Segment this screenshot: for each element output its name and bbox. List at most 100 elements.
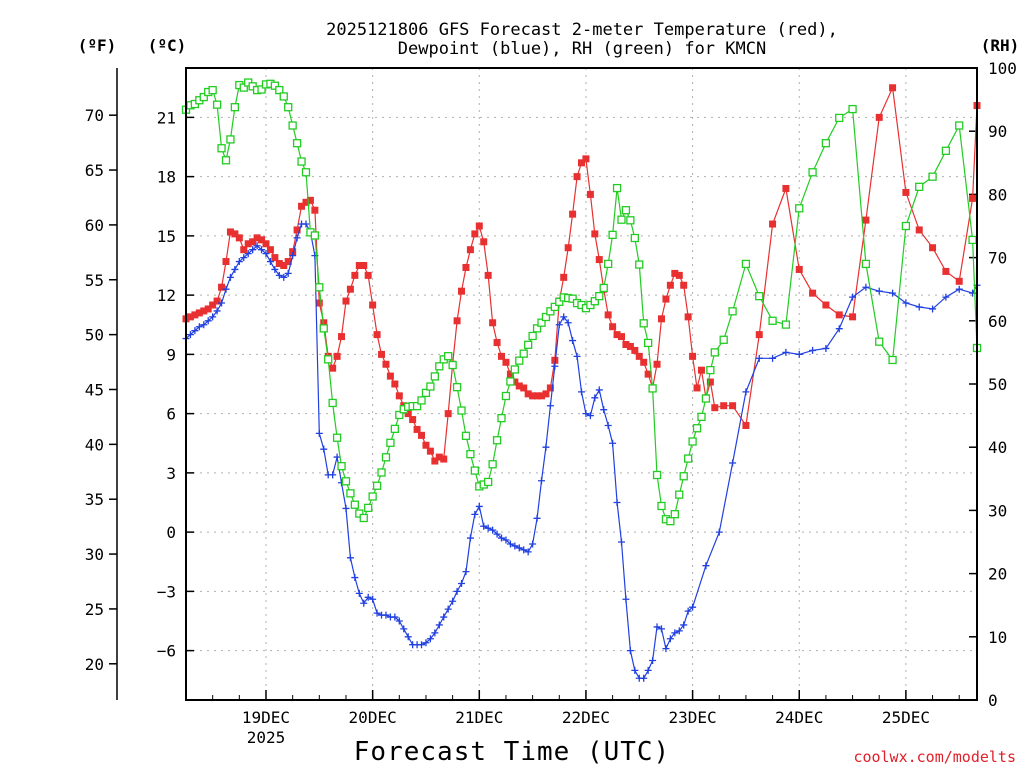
rh-point [368,492,377,501]
dewpoint-point [373,609,381,617]
dewpoint-point [289,252,297,260]
rh-point [679,472,688,481]
dewpoint-point [502,536,510,544]
dewpoint-point [582,410,590,418]
temperature-point [315,299,323,307]
temperature-point [493,339,501,347]
rh-point [595,292,604,301]
dewpoint-point [702,562,710,570]
temperature-point [502,358,510,366]
dewpoint-point [275,271,283,279]
rh-point [697,412,706,422]
rh-unit-label: (RH) [981,36,1020,55]
dewpoint-point [644,666,652,674]
dewpoint-point [249,246,257,254]
rh-point [337,462,346,471]
temperature-point [480,238,488,246]
dewpoint-point [315,429,323,437]
dewpoint-point [542,443,550,451]
rh-point [484,477,493,487]
temperature-point [653,360,661,368]
temperature-point [613,331,621,339]
rh-point [506,377,515,386]
temperature-point [213,297,221,305]
rh-point [386,438,395,447]
time-tick-label: 21DEC [455,708,503,727]
rh-point [915,182,924,191]
temperature-point [915,226,923,234]
rh-point [297,157,306,166]
rh-point [768,316,777,325]
rh-point [612,183,622,193]
temperature-point [524,390,532,398]
dewpoint-point [484,524,492,532]
rh-point [670,510,679,519]
time-tick-sublabel: 2025 [247,728,286,747]
temperature-point [578,159,585,167]
fahrenheit-tick-label: 35 [85,490,104,509]
dewpoint-point [849,293,857,301]
temperature-point [657,315,665,323]
temperature-point [262,240,270,248]
dewpoint-point [680,621,688,629]
rh-tick-label: 40 [988,438,1007,457]
celsius-tick-label: 0 [166,523,176,542]
temperature-point [373,331,381,339]
rh-point [452,383,462,392]
rh-point [537,318,546,327]
temperature-point [529,392,537,400]
temperature-point [342,297,350,305]
rh-point [421,388,431,397]
temperature-point [929,244,937,252]
dewpoint-point [186,331,194,339]
rh-tick-label: 50 [988,375,1007,394]
rh-point [741,259,751,269]
fahrenheit-tick-label: 65 [85,161,104,180]
dewpoint-point [346,554,354,562]
temperature-point [711,404,719,412]
rh-tick-label: 60 [988,312,1007,331]
dewpoint-point [551,362,559,370]
rh-point [901,221,911,231]
rh-point [492,436,502,445]
temperature-point [582,155,590,163]
rh-point [652,470,662,480]
dewpoint-point [560,313,568,321]
rh-point [875,337,884,346]
dewpoint-point [529,540,537,548]
rh-point [861,259,871,269]
rh-point [524,340,533,349]
temperature-point [293,226,301,234]
temperature-point [395,392,403,400]
temperature-point [697,366,705,374]
rh-point [706,365,715,375]
dewpoint-point [342,504,350,512]
temperature-point [191,311,199,319]
temperature-point [244,240,252,248]
rh-point [221,156,231,165]
dewpoint-point [400,625,408,633]
dewpoint-point [435,621,443,629]
dewpoint-point [689,603,697,611]
dewpoint-point [613,499,621,506]
dewpoint-series [182,220,981,682]
temperature-point [271,254,279,262]
rh-point [515,356,524,365]
dewpoint-point [369,595,377,603]
temperature-point [706,378,714,386]
rh-point [719,335,728,344]
rh-point [346,489,355,498]
dewpoint-point [351,574,359,582]
temperature-point [782,184,790,192]
rh-point [292,139,302,148]
rh-tick-label: 100 [988,59,1017,78]
dewpoint-point [942,293,950,301]
temperature-point [418,431,426,439]
temperature-point [684,313,692,321]
fahrenheit-tick-label: 45 [85,380,104,399]
temperature-point [426,447,434,455]
dewpoint-point [466,534,474,542]
dewpoint-point [498,534,506,542]
